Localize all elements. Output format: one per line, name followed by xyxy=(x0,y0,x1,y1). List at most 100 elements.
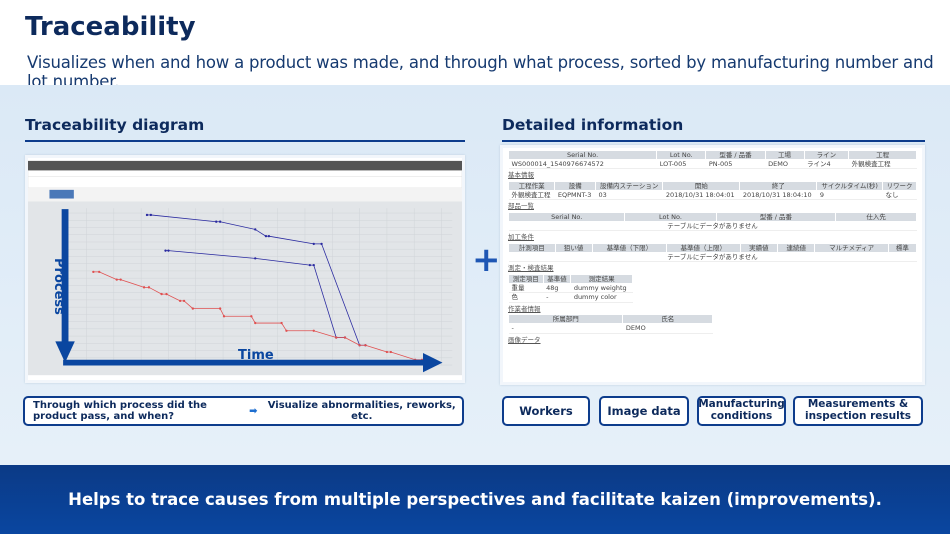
trace-point xyxy=(254,257,257,260)
table-cell: DEMO xyxy=(622,323,713,334)
column-header: 型番 / 品番 xyxy=(715,212,837,223)
empty-text: テーブルにデータがありません xyxy=(508,252,917,263)
trace-point xyxy=(267,235,271,238)
trace-point xyxy=(308,263,312,267)
column-header: 測定項目 xyxy=(508,274,544,285)
trace-point xyxy=(218,307,222,310)
trace-point xyxy=(98,270,101,274)
trace-point xyxy=(191,307,194,310)
column-header: 基準値（下限） xyxy=(591,243,667,254)
table-cell: 重量 xyxy=(508,283,544,294)
trace-point xyxy=(280,321,283,325)
plus-icon: + xyxy=(472,240,501,280)
table-cell: 2018/10/31 18:04:10 xyxy=(739,190,817,201)
column-header: 連続値 xyxy=(777,243,816,254)
column-header: 工場 xyxy=(764,149,805,161)
table-cell: 03 xyxy=(595,190,663,201)
table-cell: dummy color xyxy=(570,292,633,303)
arrow-right-icon: ➡ xyxy=(249,405,258,417)
trace-point xyxy=(312,242,315,246)
column-header: 狙い値 xyxy=(554,243,593,254)
column-header: サイクルタイム(秒) xyxy=(816,181,883,192)
section-label: 画像データ xyxy=(508,335,541,344)
trace-point xyxy=(320,242,323,246)
trace-point xyxy=(254,321,257,325)
column-header: 設備内ステーション xyxy=(595,181,664,192)
column-header: リワーク xyxy=(881,181,918,192)
column-header: 標準 xyxy=(887,243,918,254)
trace-point xyxy=(389,350,392,354)
trace-point xyxy=(215,220,218,223)
caption-question: Through which process did the product pa… xyxy=(33,400,207,422)
table-cell: なし xyxy=(882,190,917,201)
column-header: 所属部門 xyxy=(507,314,624,325)
column-header: ライン xyxy=(803,149,850,161)
trace-point xyxy=(145,213,149,217)
trace-point xyxy=(115,278,118,281)
trace-point xyxy=(92,270,95,274)
table-cell: PN-005 xyxy=(705,159,766,170)
column-header: 設備 xyxy=(554,181,597,192)
trace-point xyxy=(385,350,389,354)
column-header: 工程作業 xyxy=(507,181,556,192)
manufacturing-conditions-button[interactable]: Manufacturing conditions xyxy=(697,396,786,426)
table-cell: 外観検査工程 xyxy=(508,190,555,201)
parts-table: Serial No. Lot No. 型番 / 品番 仕入先 テーブルにデータがありませ… xyxy=(507,212,917,232)
column-header: 型番 / 品番 xyxy=(705,149,766,161)
column-header: 仕入先 xyxy=(835,212,917,223)
trace-point xyxy=(343,336,347,339)
caption-result: Visualize abnormalities, reworks, etc. xyxy=(267,400,456,422)
page-title: Traceability xyxy=(25,12,196,42)
divider xyxy=(502,140,925,142)
header: Traceability Visualizes when and how a p… xyxy=(0,0,950,91)
section-label: 加工条件 xyxy=(508,233,534,242)
process-axis-label: Process xyxy=(51,258,66,315)
time-axis-label: Time xyxy=(238,348,274,363)
traceability-diagram-screenshot: Process Time xyxy=(25,155,465,383)
trace-point xyxy=(147,286,151,289)
trace-point xyxy=(312,263,315,267)
table-cell: 2018/10/31 18:04:01 xyxy=(662,190,740,201)
table-cell: DEMO xyxy=(765,159,805,170)
trace-point xyxy=(358,344,361,347)
table-cell: WS000014_1540976674572 xyxy=(508,159,657,170)
empty-text: テーブルにデータがありません xyxy=(508,221,917,232)
column-header: Serial No. xyxy=(507,212,626,223)
section-label: 作業者情報 xyxy=(508,304,541,313)
section-label: 基本情報 xyxy=(508,171,534,180)
diagram-heading: Traceability diagram xyxy=(25,116,205,134)
trace-point xyxy=(119,278,122,281)
measurements-button[interactable]: Measurements & inspection results xyxy=(793,396,923,426)
table-cell: 48g xyxy=(543,283,571,294)
trace-point xyxy=(218,220,222,223)
basic-table: 工程作業 設備 設備内ステーション 開始 終了 サイクルタイム(秒) リワーク 外観検査工程 E… xyxy=(507,181,918,201)
table-cell: 9 xyxy=(816,190,883,201)
divider xyxy=(25,140,465,142)
column-header: 開始 xyxy=(662,181,741,192)
column-header: 基準値（上限） xyxy=(665,243,741,254)
trace-point xyxy=(222,315,226,318)
workers-button[interactable]: Workers xyxy=(502,396,590,426)
table-cell: dummy weightg xyxy=(570,283,633,294)
table-cell: 外観検査工程 xyxy=(848,159,917,170)
image-data-button[interactable]: Image data xyxy=(599,396,689,426)
traceability-chart xyxy=(27,160,463,376)
worker-table: 所属部門 氏名 - DEMO xyxy=(507,314,713,334)
trace-point xyxy=(254,228,257,231)
section-label: 測定・検査結果 xyxy=(508,264,554,273)
column-header: Lot No. xyxy=(656,149,707,161)
column-header: Serial No. xyxy=(507,149,658,161)
trace-point xyxy=(160,292,163,296)
column-header: 測定結果 xyxy=(570,274,633,285)
column-header: 計測項目 xyxy=(508,243,556,254)
detail-screenshot: Serial No. Lot No. 型番 / 品番 工場 ライン 工程 WS000014_… xyxy=(500,145,925,385)
trace-point xyxy=(178,299,182,303)
table-cell: 色 xyxy=(508,292,544,303)
table-cell: EQPMNT-3 xyxy=(554,190,596,201)
column-header: 氏名 xyxy=(622,314,713,325)
detail-heading: Detailed information xyxy=(502,116,684,134)
column-header: Lot No. xyxy=(624,212,717,223)
table-cell: ライン4 xyxy=(804,159,849,170)
trace-point xyxy=(335,336,338,339)
table-cell: LOT-005 xyxy=(656,159,706,170)
